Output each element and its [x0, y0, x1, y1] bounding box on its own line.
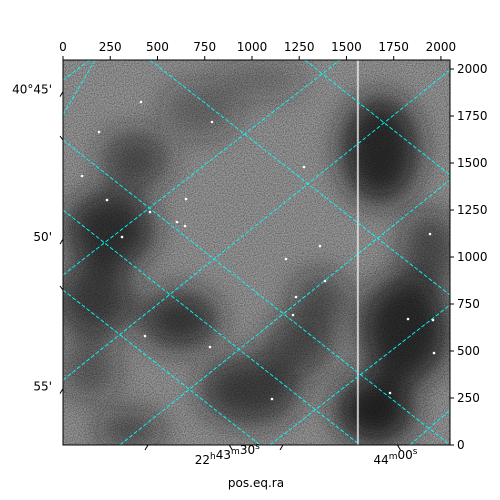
star — [148, 210, 152, 214]
grid-line — [63, 209, 361, 445]
x-axis-title: pos.eq.ra — [228, 476, 284, 490]
right-pixel-axis: 0 250 500 750 1000 1250 1500 1750 2000 — [450, 62, 488, 452]
dec-tick-label: 50' — [33, 230, 52, 244]
grid-line — [409, 409, 450, 445]
dec-tick-label: 40°45' — [12, 83, 52, 97]
dec-minor-tick — [59, 285, 64, 291]
star — [208, 345, 212, 349]
coordinate-grid — [63, 60, 450, 445]
star — [143, 334, 147, 338]
grid-line — [269, 304, 450, 445]
ra-tick — [397, 444, 401, 451]
star — [184, 197, 188, 201]
grid-line — [119, 179, 450, 445]
ra-minor-tick — [144, 444, 149, 451]
top-tick-label: 1500 — [331, 40, 362, 54]
plot-frame — [62, 59, 451, 446]
right-tick-label: 1250 — [457, 203, 488, 217]
top-tick-label: 1750 — [378, 40, 409, 54]
ra-tick — [228, 444, 233, 451]
right-tick-label: 1000 — [457, 250, 488, 264]
star — [183, 224, 187, 228]
star — [105, 198, 109, 202]
ra-minor-tick — [279, 444, 284, 451]
right-tick-label: 750 — [457, 297, 480, 311]
bright-column-artifact — [356, 60, 359, 445]
image-noise — [63, 60, 450, 445]
right-tick-label: 0 — [457, 438, 465, 452]
ra-tick-label: 22h43m30s — [195, 442, 260, 467]
star — [432, 351, 436, 355]
right-ascension-axis: 22h43m30s 44m00s — [144, 442, 418, 467]
top-tick-label: 250 — [99, 40, 122, 54]
dec-tick — [59, 238, 64, 245]
right-tick-label: 250 — [457, 391, 480, 405]
dec-tick — [59, 388, 64, 394]
star — [210, 120, 214, 124]
star — [406, 317, 410, 321]
star — [431, 318, 435, 322]
star — [120, 235, 124, 239]
grid-line — [304, 60, 450, 176]
star — [302, 165, 306, 169]
right-tick-label: 2000 — [457, 62, 488, 76]
grid-line — [63, 139, 450, 445]
top-tick-label: 750 — [193, 40, 216, 54]
dec-tick — [59, 91, 64, 97]
star — [323, 279, 327, 283]
ra-tick-label: 44m00s — [373, 447, 417, 467]
star — [97, 130, 101, 134]
top-tick-label: 500 — [146, 40, 169, 54]
star — [428, 232, 432, 236]
star — [318, 244, 322, 248]
grid-line — [63, 69, 450, 381]
grid-line — [63, 60, 341, 276]
star — [294, 295, 298, 299]
dec-tick-label: 55' — [33, 380, 52, 394]
grid-line — [149, 60, 450, 296]
top-pixel-axis: 0 250 500 750 1000 1250 1500 1750 2000 — [59, 40, 456, 60]
right-tick-label: 1750 — [457, 109, 488, 123]
top-tick-label: 0 — [59, 40, 67, 54]
right-tick-label: 500 — [457, 344, 480, 358]
grid-line — [63, 60, 96, 116]
star — [175, 220, 179, 224]
sky-image — [63, 60, 450, 445]
star — [291, 313, 295, 317]
top-tick-label: 1000 — [237, 40, 268, 54]
star-points — [80, 100, 436, 401]
right-tick-label: 1500 — [457, 156, 488, 170]
top-tick-label: 2000 — [426, 40, 457, 54]
star — [284, 257, 288, 261]
top-tick-label: 1250 — [284, 40, 315, 54]
star — [388, 391, 392, 395]
star — [80, 174, 84, 178]
declination-axis: 40°45' 50' 55' — [12, 83, 64, 394]
star — [139, 100, 143, 104]
star — [270, 397, 274, 401]
dec-minor-tick — [59, 135, 64, 141]
